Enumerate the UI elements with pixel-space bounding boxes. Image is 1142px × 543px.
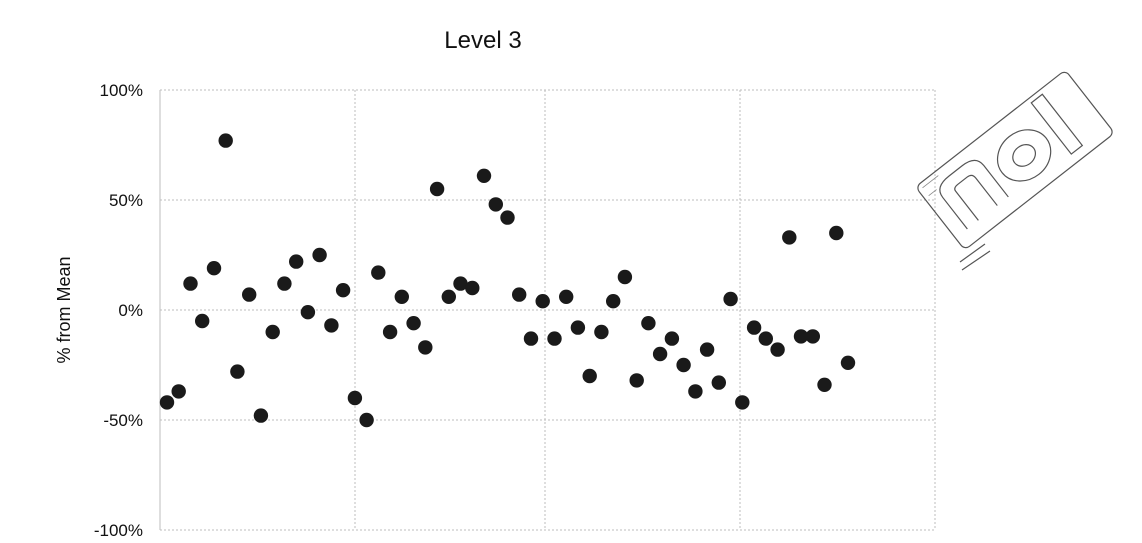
data-point bbox=[289, 254, 304, 269]
data-point bbox=[559, 289, 574, 304]
data-point bbox=[300, 305, 316, 320]
data-point bbox=[582, 368, 597, 384]
data-point bbox=[793, 329, 809, 344]
data-point bbox=[195, 313, 210, 329]
data-point bbox=[735, 395, 750, 410]
y-axis-label: % from Mean bbox=[54, 256, 74, 363]
data-point bbox=[817, 377, 832, 392]
data-point bbox=[629, 373, 644, 388]
data-point bbox=[347, 390, 363, 406]
y-tick-label: 50% bbox=[109, 191, 143, 210]
data-point bbox=[230, 364, 245, 379]
data-point bbox=[500, 210, 515, 225]
y-tick-label: 0% bbox=[118, 301, 143, 320]
data-point bbox=[512, 287, 527, 302]
data-point bbox=[265, 324, 280, 340]
data-point bbox=[758, 331, 773, 346]
data-point bbox=[523, 331, 539, 346]
chart-title: Level 3 bbox=[444, 27, 521, 54]
data-point bbox=[711, 375, 726, 390]
data-point bbox=[159, 395, 175, 410]
data-point bbox=[688, 384, 703, 399]
data-point bbox=[699, 342, 715, 357]
data-point bbox=[488, 197, 503, 212]
data-point bbox=[312, 247, 327, 263]
data-point bbox=[465, 280, 480, 296]
data-point bbox=[324, 318, 339, 333]
y-axis-tick-labels: 100% 50% 0% -50% -100% bbox=[94, 81, 143, 540]
data-point bbox=[652, 346, 668, 362]
y-tick-label: 100% bbox=[100, 81, 143, 100]
data-point bbox=[840, 355, 856, 370]
data-point bbox=[253, 408, 269, 423]
data-point bbox=[664, 331, 680, 346]
data-point bbox=[382, 324, 398, 340]
data-point bbox=[171, 384, 186, 399]
data-point bbox=[429, 181, 445, 197]
data-point bbox=[535, 294, 550, 309]
data-point bbox=[617, 269, 633, 285]
data-point bbox=[770, 342, 785, 357]
y-tick-label: -50% bbox=[103, 411, 143, 430]
data-point bbox=[805, 329, 820, 344]
data-point bbox=[723, 291, 738, 307]
watermark-stamp bbox=[917, 71, 1113, 249]
data-point bbox=[359, 412, 374, 428]
data-point bbox=[218, 133, 233, 148]
data-point bbox=[641, 316, 656, 331]
data-point bbox=[394, 289, 409, 304]
data-point bbox=[406, 316, 421, 331]
data-point bbox=[441, 289, 456, 304]
data-point bbox=[746, 320, 762, 335]
data-point bbox=[829, 225, 844, 241]
plot-area bbox=[159, 89, 936, 531]
data-point bbox=[371, 265, 386, 280]
y-tick-label: -100% bbox=[94, 521, 143, 540]
watermark-fragment bbox=[959, 243, 991, 271]
data-point bbox=[206, 261, 222, 276]
data-point bbox=[183, 276, 198, 291]
data-point bbox=[418, 340, 433, 355]
data-point bbox=[594, 324, 609, 340]
data-point bbox=[277, 276, 292, 291]
data-point bbox=[782, 230, 797, 245]
data-point bbox=[335, 283, 351, 298]
data-point bbox=[453, 276, 468, 291]
data-point bbox=[676, 357, 691, 373]
data-point bbox=[242, 287, 257, 302]
data-point bbox=[547, 331, 562, 346]
data-point bbox=[476, 168, 492, 183]
data-point bbox=[606, 294, 621, 309]
data-point bbox=[570, 320, 586, 335]
data-points bbox=[159, 133, 856, 428]
